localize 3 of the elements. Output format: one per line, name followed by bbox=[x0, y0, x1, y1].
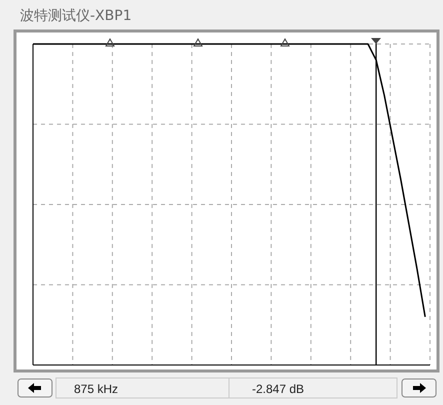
text: 875 kHz bbox=[74, 382, 118, 396]
text: -2.847 dB bbox=[252, 382, 304, 396]
chart-title: 波特测试仪-XBP1 bbox=[20, 8, 132, 24]
